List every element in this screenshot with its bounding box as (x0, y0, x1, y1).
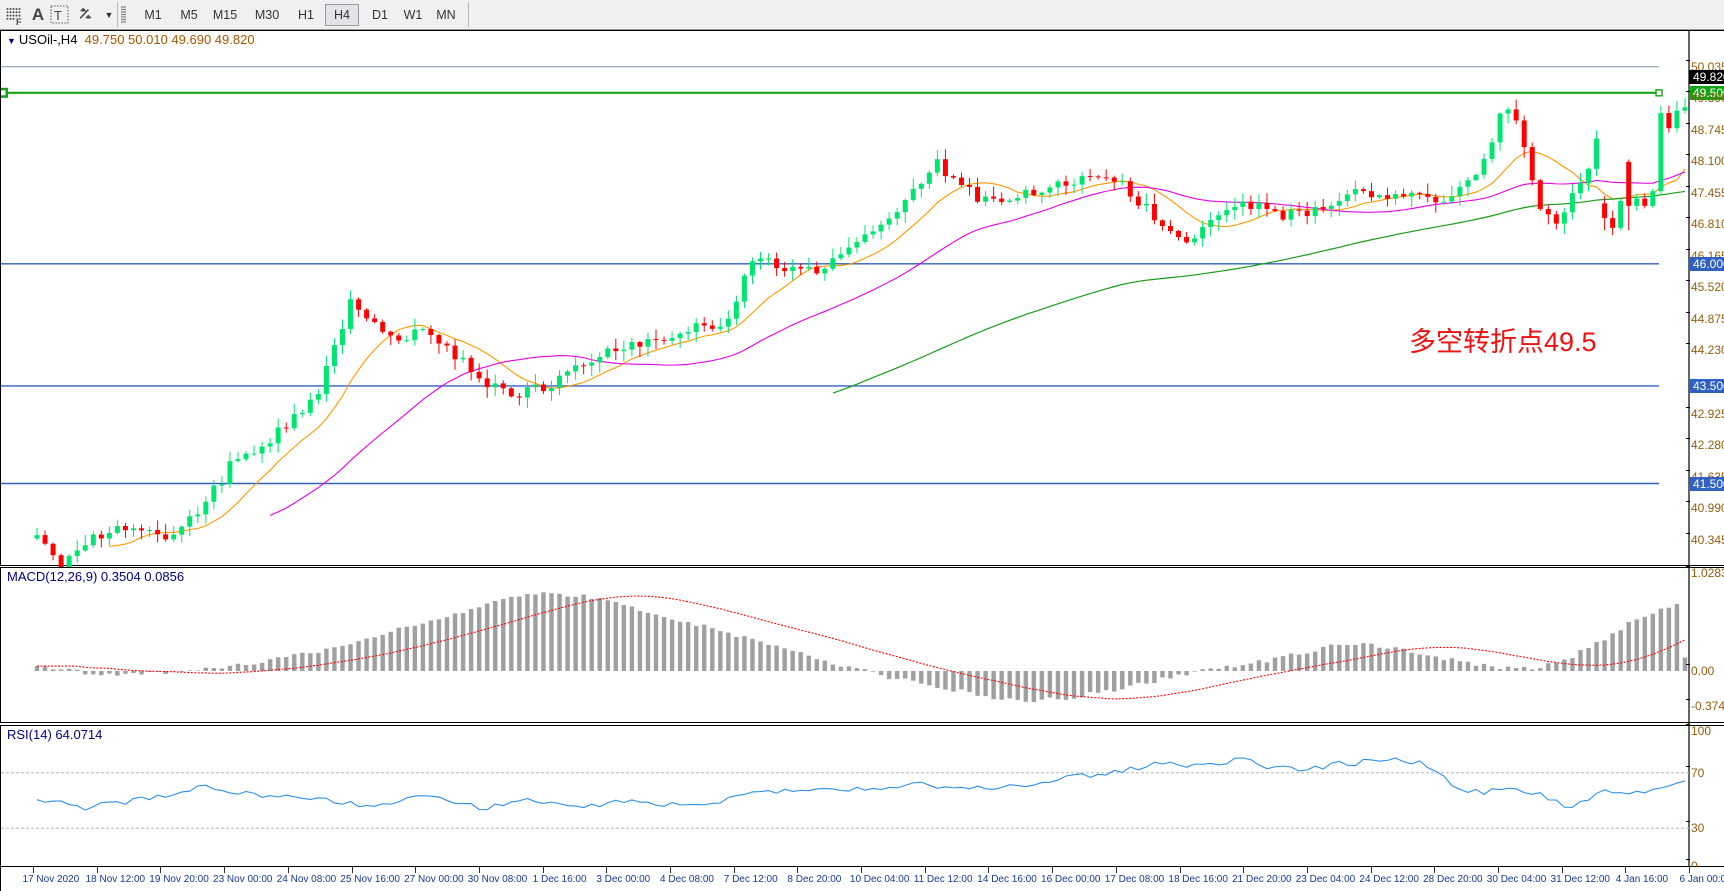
svg-text:多空转折点49.5: 多空转折点49.5 (1409, 327, 1597, 357)
svg-text:T: T (54, 8, 62, 23)
svg-text:F: F (16, 17, 22, 27)
